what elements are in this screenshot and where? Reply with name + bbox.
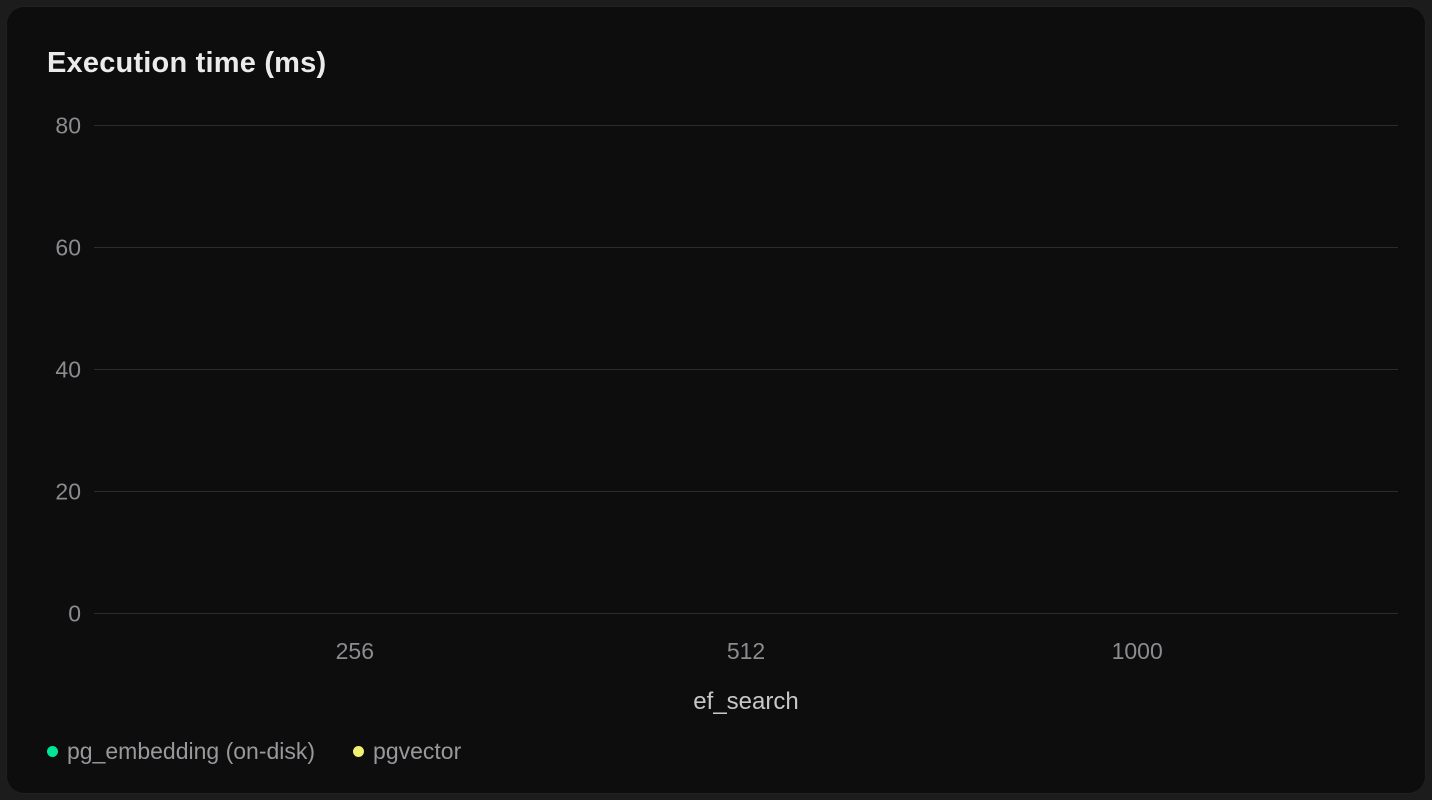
y-tick-label-40: 40 bbox=[55, 356, 81, 383]
gridline-60 bbox=[94, 247, 1398, 248]
legend-label-pg-embedding-on-disk: pg_embedding (on-disk) bbox=[67, 738, 316, 764]
chart-card: Execution time (ms) 0 20 40 60 80 256 512 1000… bbox=[6, 6, 1426, 794]
y-tick-label-80: 80 bbox=[55, 112, 81, 139]
chart-legend: pg_embedding (on-disk) pgvector bbox=[47, 738, 461, 765]
legend-dot-pg-embedding-on-disk bbox=[47, 746, 58, 757]
chart-title: Execution time (ms) bbox=[47, 47, 327, 79]
y-axis: 0 20 40 60 80 bbox=[31, 114, 81, 625]
x-tick-label-256: 256 bbox=[335, 638, 374, 664]
x-tick-label-1000: 1000 bbox=[1111, 638, 1163, 664]
gridline-80 bbox=[94, 125, 1398, 126]
gridline-20 bbox=[94, 491, 1398, 492]
plot-area bbox=[94, 125, 1398, 614]
y-tick-label-60: 60 bbox=[55, 234, 81, 261]
legend-item-pgvector: pgvector bbox=[353, 738, 461, 765]
y-tick-label-0: 0 bbox=[68, 600, 81, 627]
x-axis-title: ef_search bbox=[693, 688, 799, 715]
gridline-0 bbox=[94, 613, 1398, 614]
legend-item-pg-embedding-on-disk: pg_embedding (on-disk) bbox=[47, 738, 315, 765]
x-tick-label-512: 512 bbox=[726, 638, 766, 664]
legend-label-pgvector: pgvector bbox=[373, 738, 462, 764]
y-tick-label-20: 20 bbox=[55, 478, 81, 505]
gridline-40 bbox=[94, 369, 1398, 370]
x-axis: 256 512 1000 bbox=[94, 638, 1398, 668]
legend-dot-pgvector bbox=[353, 746, 365, 757]
